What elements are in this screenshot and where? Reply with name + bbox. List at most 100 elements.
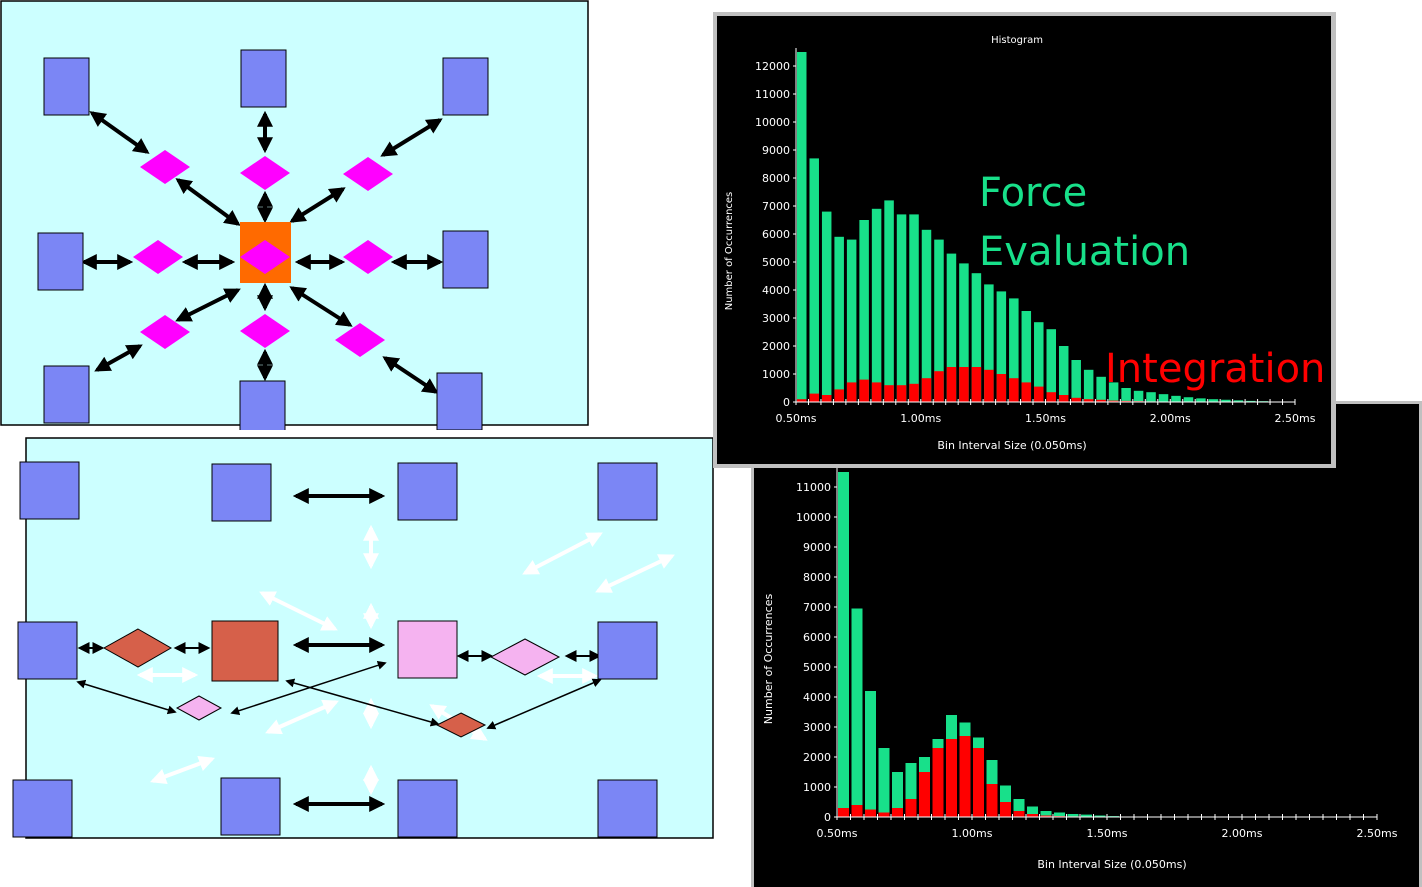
bar-integration — [973, 748, 984, 817]
y-tick-label: 6000 — [803, 631, 831, 644]
bar-integration — [865, 809, 876, 817]
bar-integration — [919, 772, 930, 817]
grid-node — [597, 621, 658, 680]
bar-integration — [884, 385, 894, 402]
grid-diamond-red-small — [435, 712, 487, 738]
bar-force — [809, 158, 819, 402]
bar-force — [905, 763, 917, 817]
bar-force — [1027, 806, 1038, 817]
bar-integration — [1046, 392, 1056, 402]
y-tick-label: 3000 — [803, 721, 831, 734]
bar-integration — [946, 367, 957, 402]
star-node — [43, 365, 90, 424]
bar-force — [1083, 369, 1094, 402]
y-tick-label: 8000 — [762, 172, 790, 185]
y-tick-label: 0 — [783, 396, 790, 409]
x-tick-label: 2.00ms — [1222, 827, 1263, 840]
y-tick-label: 4000 — [803, 691, 831, 704]
bar-force — [1183, 397, 1194, 402]
y-tick-label: 2000 — [762, 340, 790, 353]
grid-node — [597, 462, 658, 521]
x-tick-label: 2.00ms — [1150, 412, 1191, 425]
bar-integration — [1000, 802, 1011, 817]
bar-force — [1058, 346, 1069, 402]
bar-force — [859, 220, 869, 402]
bar-force — [1040, 811, 1052, 817]
y-tick-label: 9000 — [803, 541, 831, 554]
annotation-force-line2: Evaluation — [979, 229, 1190, 275]
y-tick-label: 5000 — [762, 256, 790, 269]
grid-node — [397, 779, 458, 838]
bar-integration — [986, 784, 998, 817]
bar-integration — [797, 399, 807, 402]
bar-force — [865, 691, 876, 817]
bar-integration — [1121, 400, 1131, 402]
bar-force — [821, 211, 832, 402]
bar-integration — [809, 393, 819, 402]
bar-force — [871, 208, 882, 402]
y-tick-label: 0 — [824, 811, 831, 824]
y-tick-label: 7000 — [803, 601, 831, 614]
x-tick-label: 0.50ms — [817, 827, 858, 840]
bar-integration — [878, 812, 890, 817]
bar-force — [1021, 311, 1032, 402]
bar-force — [959, 263, 969, 402]
bar-force — [1133, 390, 1144, 402]
bar-force — [1094, 815, 1106, 817]
chart-top-xlabel: Bin Interval Size (0.050ms) — [937, 439, 1086, 452]
y-tick-label: 11000 — [796, 481, 831, 494]
y-tick-label: 6000 — [762, 228, 790, 241]
grid-arrows-thick — [292, 488, 386, 812]
bar-force — [834, 236, 844, 402]
bar-integration — [838, 808, 849, 817]
bar-force — [878, 748, 890, 817]
star-node — [240, 49, 287, 108]
x-tick-label: 2.50ms — [1357, 827, 1398, 840]
bar-force — [1208, 399, 1219, 402]
grid-diamond-pink-small — [175, 695, 223, 721]
bar-integration — [871, 382, 882, 402]
grid-nodes — [12, 461, 658, 838]
bar-integration — [996, 374, 1007, 402]
bar-force — [934, 239, 944, 402]
bar-force — [984, 284, 994, 402]
x-tick-label: 1.00ms — [952, 827, 993, 840]
bar-integration — [934, 371, 944, 402]
bar-force — [1054, 812, 1065, 817]
bar-integration — [1009, 378, 1019, 402]
bar-integration — [1027, 814, 1038, 817]
bar-force — [1096, 376, 1106, 402]
bar-integration — [932, 748, 944, 817]
bar-force — [1108, 382, 1119, 402]
chart-bottom: 0.50ms 1.00ms 1.50ms 2.00ms 2.50ms 0 1000 2000 3… — [754, 404, 1419, 887]
bar-integration — [851, 805, 863, 817]
bar-force — [921, 229, 932, 402]
x-tick-label: 0.50ms — [776, 412, 817, 425]
chart-top: Histogram 0.50ms 1.00ms 1.50ms 2.00ms 2.50ms… — [717, 16, 1331, 464]
star-node — [442, 57, 489, 116]
chart-top-title: Histogram — [991, 35, 1043, 46]
y-tick-label: 11000 — [755, 88, 790, 101]
chart-bottom-frame: 0.50ms 1.00ms 1.50ms 2.00ms 2.50ms 0 1000 2000 3… — [751, 401, 1422, 887]
chart-bottom-ylabel: Number of Occurrences — [762, 594, 775, 725]
bar-integration — [959, 367, 969, 402]
bar-force — [884, 200, 894, 402]
grid-node — [211, 463, 272, 522]
star-node — [239, 380, 286, 430]
star-node — [436, 372, 483, 430]
bar-integration — [1108, 400, 1119, 402]
bar-integration — [1096, 399, 1106, 402]
bar-integration — [1083, 399, 1094, 402]
star-arrows — [80, 110, 444, 394]
bar-integration — [1058, 395, 1069, 402]
bar-force — [1221, 399, 1231, 402]
star-node — [37, 232, 84, 291]
x-tick-label: 1.50ms — [1087, 827, 1128, 840]
bar-force — [1034, 322, 1044, 402]
grid-diamond-red — [102, 628, 173, 668]
bar-force — [1121, 388, 1131, 402]
x-tick-label: 1.50ms — [1025, 412, 1066, 425]
grid-node — [397, 462, 458, 521]
grid-arrows-thin — [76, 660, 602, 730]
bar-force — [909, 214, 919, 402]
